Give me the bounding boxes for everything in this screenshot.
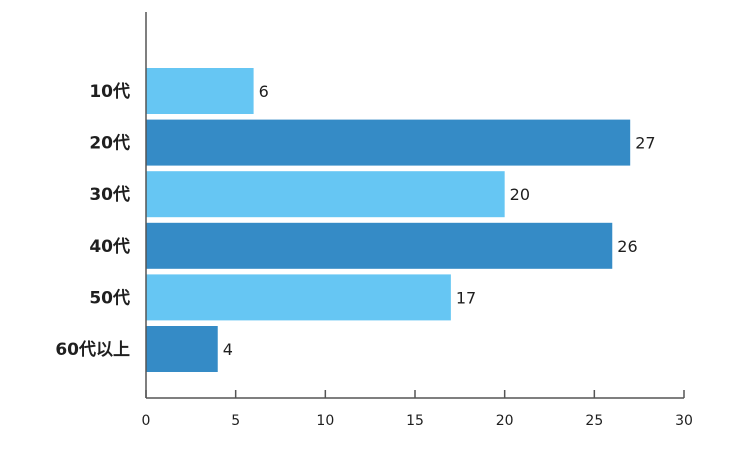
bar-5 [146,274,451,321]
value-label-4: 26 [617,237,637,256]
x-tick-label-5: 5 [231,413,240,429]
value-label-3: 20 [510,185,530,204]
category-label-3: 30代 [89,184,130,205]
bar-1 [146,68,254,114]
x-tick-label-10: 10 [316,413,334,429]
x-tick-label-20: 20 [496,413,514,429]
value-label-2: 27 [635,134,655,153]
x-tick-label-30: 30 [675,413,693,429]
category-label-2: 20代 [89,133,130,154]
category-label-5: 50代 [89,287,130,308]
category-label-4: 40代 [89,236,130,257]
bar-3 [146,171,505,218]
value-label-1: 6 [259,82,269,101]
bar-6 [146,326,218,372]
bar-2 [146,119,631,166]
x-tick-label-25: 25 [585,413,603,429]
x-tick-label-0: 0 [142,413,151,429]
value-label-6: 4 [223,340,233,359]
bar-4 [146,222,613,269]
category-label-1: 10代 [89,81,130,102]
category-label-6: 60代以上 [55,339,130,360]
x-tick-label-15: 15 [406,413,424,429]
value-label-5: 17 [456,288,476,307]
